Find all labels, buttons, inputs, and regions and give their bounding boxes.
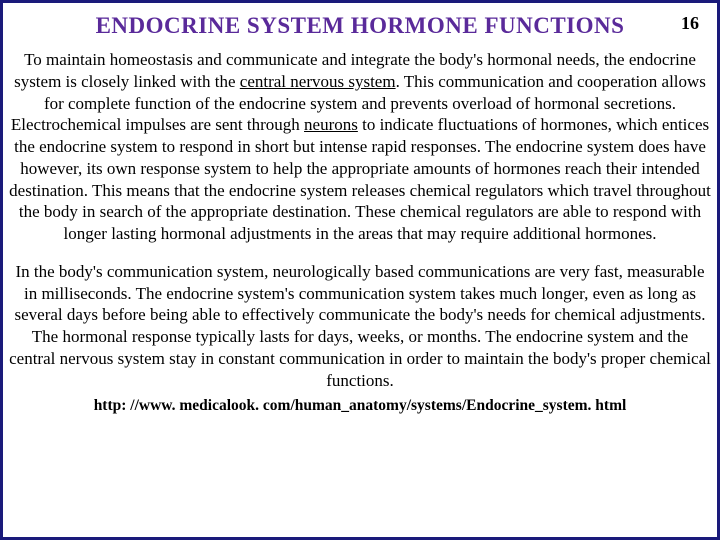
p1-text-c: to indicate fluctuations of hormones, wh… bbox=[9, 115, 711, 243]
page-number: 16 bbox=[659, 13, 699, 34]
page-title: ENDOCRINE SYSTEM HORMONE FUNCTIONS bbox=[21, 13, 659, 39]
p1-underline-cns: central nervous system bbox=[240, 72, 396, 91]
footer-url: http: //www. medicalook. com/human_anato… bbox=[3, 397, 717, 415]
paragraph-2: In the body's communication system, neur… bbox=[3, 261, 717, 392]
header: ENDOCRINE SYSTEM HORMONE FUNCTIONS 16 bbox=[3, 3, 717, 45]
p1-underline-neurons: neurons bbox=[304, 115, 358, 134]
paragraph-1: To maintain homeostasis and communicate … bbox=[3, 49, 717, 245]
